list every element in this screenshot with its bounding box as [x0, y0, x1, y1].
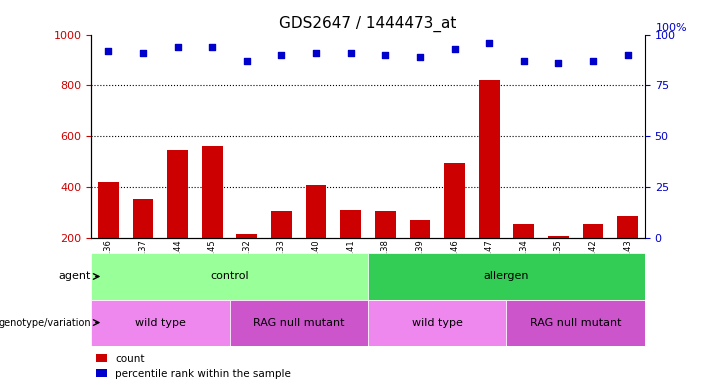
Point: [553, 60, 564, 66]
Bar: [368, 300, 507, 346]
Point: [345, 50, 356, 56]
Bar: [368, 253, 645, 300]
Bar: [230, 300, 368, 346]
Bar: [236, 234, 257, 238]
Bar: [341, 210, 361, 238]
Text: wild type: wild type: [411, 318, 463, 328]
Point: [241, 58, 252, 64]
Point: [207, 44, 218, 50]
Point: [380, 52, 391, 58]
Point: [518, 58, 529, 64]
Point: [587, 58, 599, 64]
Bar: [306, 185, 327, 238]
Title: GDS2647 / 1444473_at: GDS2647 / 1444473_at: [279, 16, 457, 32]
Point: [622, 52, 633, 58]
Bar: [618, 217, 638, 238]
Text: wild type: wild type: [135, 318, 186, 328]
Text: RAG null mutant: RAG null mutant: [530, 318, 622, 328]
Text: RAG null mutant: RAG null mutant: [253, 318, 345, 328]
Bar: [202, 146, 223, 238]
Text: control: control: [210, 271, 249, 281]
Text: allergen: allergen: [484, 271, 529, 281]
Bar: [168, 149, 188, 238]
Bar: [444, 163, 465, 238]
Bar: [91, 253, 368, 300]
Bar: [132, 199, 154, 238]
Bar: [409, 220, 430, 238]
Point: [449, 46, 460, 52]
Bar: [548, 235, 569, 238]
Bar: [375, 210, 396, 238]
Point: [414, 54, 426, 60]
Bar: [91, 300, 230, 346]
Text: 100%: 100%: [656, 23, 688, 33]
Point: [276, 52, 287, 58]
Text: genotype/variation: genotype/variation: [0, 318, 91, 328]
Point: [172, 44, 183, 50]
Point: [103, 48, 114, 54]
Bar: [271, 211, 292, 238]
Bar: [98, 182, 119, 238]
Bar: [479, 80, 500, 238]
Point: [311, 50, 322, 56]
Point: [137, 50, 149, 56]
Text: agent: agent: [59, 271, 91, 281]
Bar: [583, 224, 604, 238]
Legend: count, percentile rank within the sample: count, percentile rank within the sample: [96, 354, 291, 379]
Bar: [513, 224, 534, 238]
Bar: [507, 300, 645, 346]
Point: [484, 40, 495, 46]
